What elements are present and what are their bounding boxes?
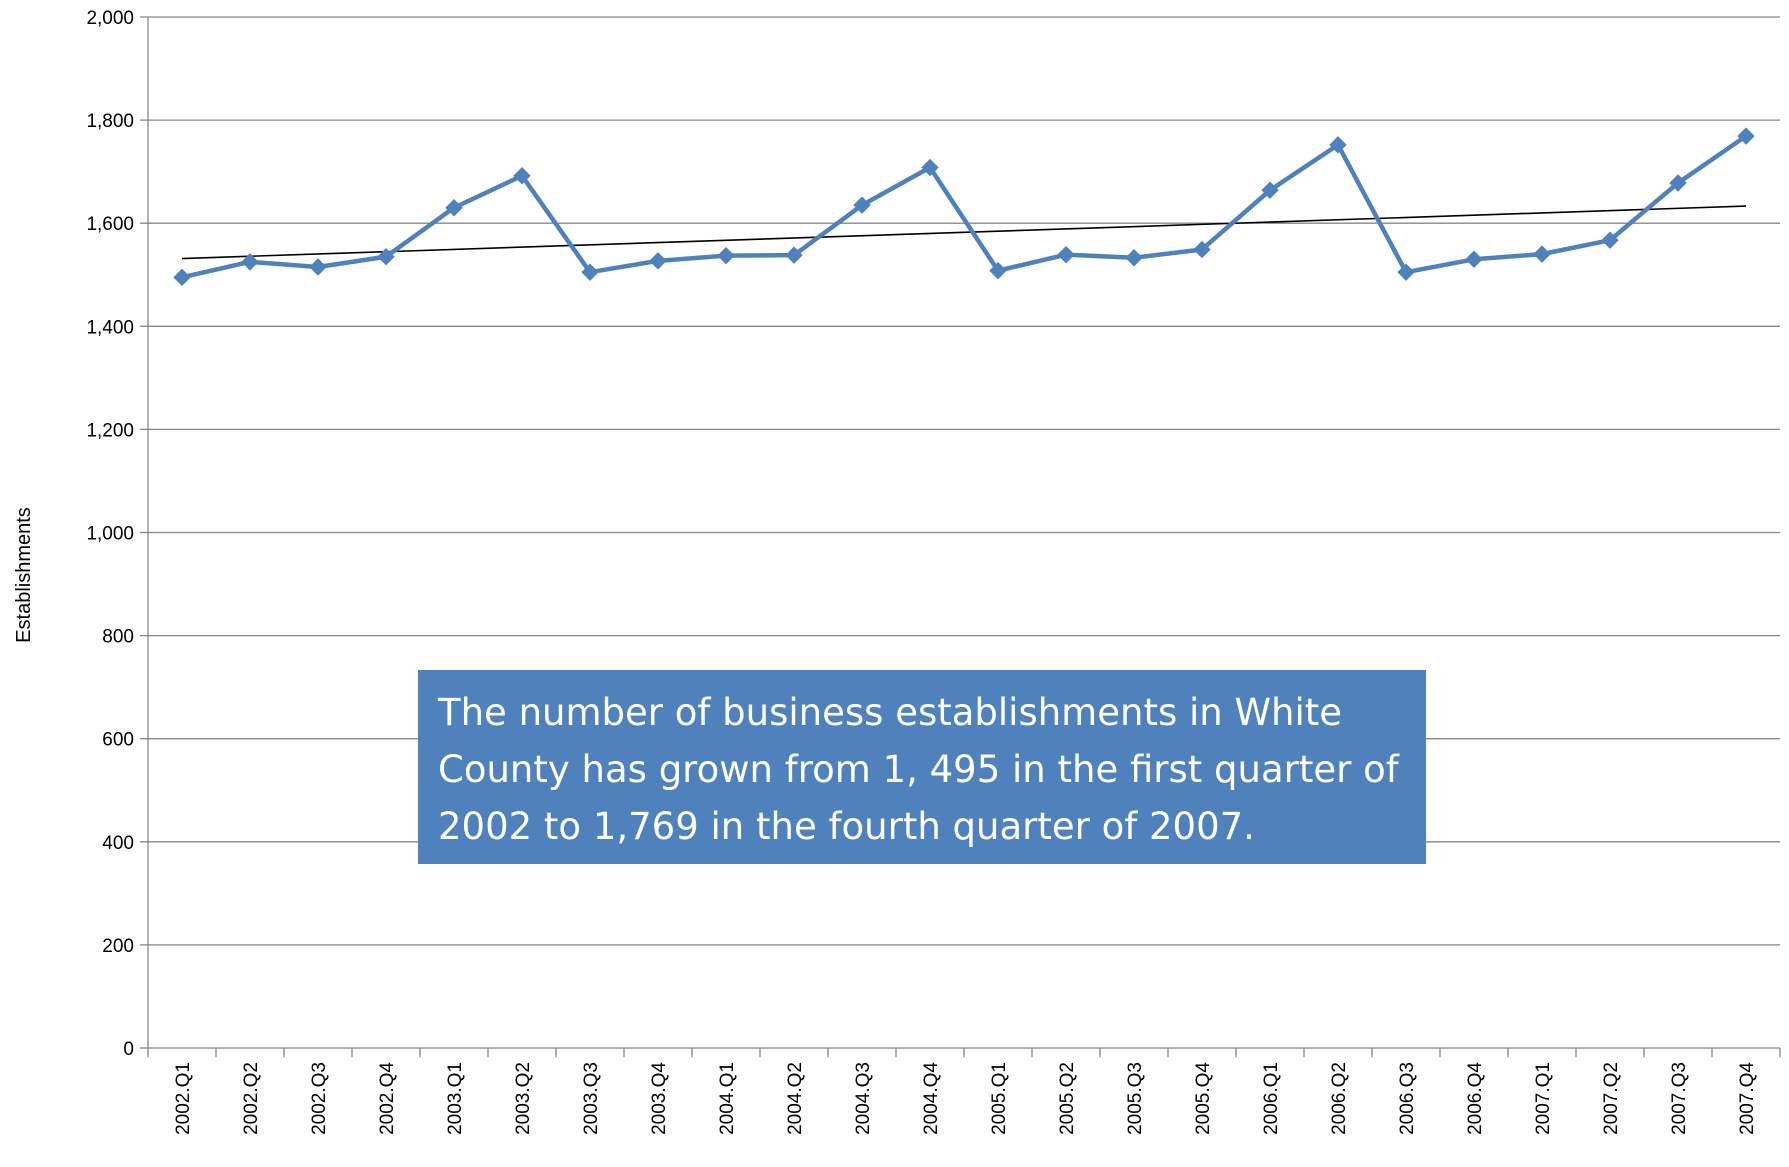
data-point xyxy=(1465,250,1483,268)
series-group xyxy=(173,127,1755,287)
x-tick-label: 2004.Q2 xyxy=(785,1062,806,1135)
x-tick-label: 2002.Q1 xyxy=(173,1062,194,1135)
data-point xyxy=(377,248,395,266)
x-tick-label: 2006.Q4 xyxy=(1465,1062,1486,1135)
y-tick-label: 600 xyxy=(102,730,134,751)
x-tick-label: 2005.Q3 xyxy=(1125,1062,1146,1135)
y-tick-label: 1,600 xyxy=(86,214,134,235)
data-point xyxy=(1329,136,1347,154)
data-point xyxy=(1397,263,1415,281)
x-tick-label: 2002.Q4 xyxy=(377,1062,398,1135)
x-tick-labels: 2002.Q1 2002.Q2 2002.Q3 2002.Q4 2003.Q1 2003.… xyxy=(173,1062,1758,1135)
y-tick-labels: 0 200 400 600 800 1,000 1,200 1,400 1,600 1,800 2,… xyxy=(86,8,134,1060)
y-tick-label: 2,000 xyxy=(86,8,134,29)
trendline xyxy=(181,205,1747,260)
annotation-box: The number of business establishments in… xyxy=(418,670,1426,864)
y-tick-label: 200 xyxy=(102,936,134,957)
x-tick-label: 2002.Q2 xyxy=(241,1062,262,1135)
data-point xyxy=(785,246,803,264)
x-tick-label: 2005.Q4 xyxy=(1193,1062,1214,1135)
data-point xyxy=(241,253,259,271)
axes xyxy=(140,16,1781,1057)
y-tick-label: 0 xyxy=(123,1039,134,1060)
data-point xyxy=(309,258,327,276)
data-point xyxy=(853,196,871,214)
data-point xyxy=(173,268,191,287)
x-tick-label: 2004.Q4 xyxy=(921,1062,942,1135)
y-tick-label: 1,800 xyxy=(86,111,134,132)
x-tick-label: 2006.Q1 xyxy=(1261,1062,1282,1135)
x-tick-label: 2003.Q2 xyxy=(513,1062,534,1135)
data-point xyxy=(1533,245,1551,263)
x-tick-label: 2005.Q1 xyxy=(989,1062,1010,1135)
series-line xyxy=(181,134,1748,280)
y-axis-title: Establishments xyxy=(13,507,35,643)
data-point xyxy=(989,261,1007,280)
data-point xyxy=(1601,231,1619,249)
data-point xyxy=(1737,127,1755,145)
x-tick-label: 2007.Q1 xyxy=(1533,1062,1554,1135)
x-tick-label: 2003.Q1 xyxy=(445,1062,466,1135)
trendline-group xyxy=(181,205,1747,260)
y-tick-label: 800 xyxy=(102,627,134,648)
data-point xyxy=(1193,240,1211,259)
x-tick-label: 2003.Q3 xyxy=(581,1062,602,1135)
data-point xyxy=(717,246,735,265)
x-tick-label: 2004.Q3 xyxy=(853,1062,874,1135)
data-point xyxy=(1057,245,1075,264)
x-tick-label: 2002.Q3 xyxy=(309,1062,330,1135)
y-tick-label: 1,000 xyxy=(86,524,134,545)
y-tick-label: 400 xyxy=(102,833,134,854)
x-tick-label: 2007.Q2 xyxy=(1601,1062,1622,1135)
data-point xyxy=(445,199,463,217)
x-tick-label: 2007.Q4 xyxy=(1737,1062,1758,1135)
data-point xyxy=(1125,249,1143,267)
data-point xyxy=(649,252,667,270)
data-point xyxy=(581,263,599,281)
x-tick-label: 2006.Q2 xyxy=(1329,1062,1350,1135)
data-point xyxy=(1669,174,1687,192)
x-tick-label: 2004.Q1 xyxy=(717,1062,738,1135)
data-point xyxy=(921,158,939,177)
x-tick-label: 2005.Q2 xyxy=(1057,1062,1078,1135)
x-tick-label: 2006.Q3 xyxy=(1397,1062,1418,1135)
x-tick-label: 2007.Q3 xyxy=(1669,1062,1690,1135)
y-tick-label: 1,200 xyxy=(86,420,134,441)
data-point xyxy=(513,167,531,185)
x-tick-label: 2003.Q4 xyxy=(649,1062,670,1135)
data-point xyxy=(1261,181,1279,199)
y-tick-label: 1,400 xyxy=(86,317,134,338)
